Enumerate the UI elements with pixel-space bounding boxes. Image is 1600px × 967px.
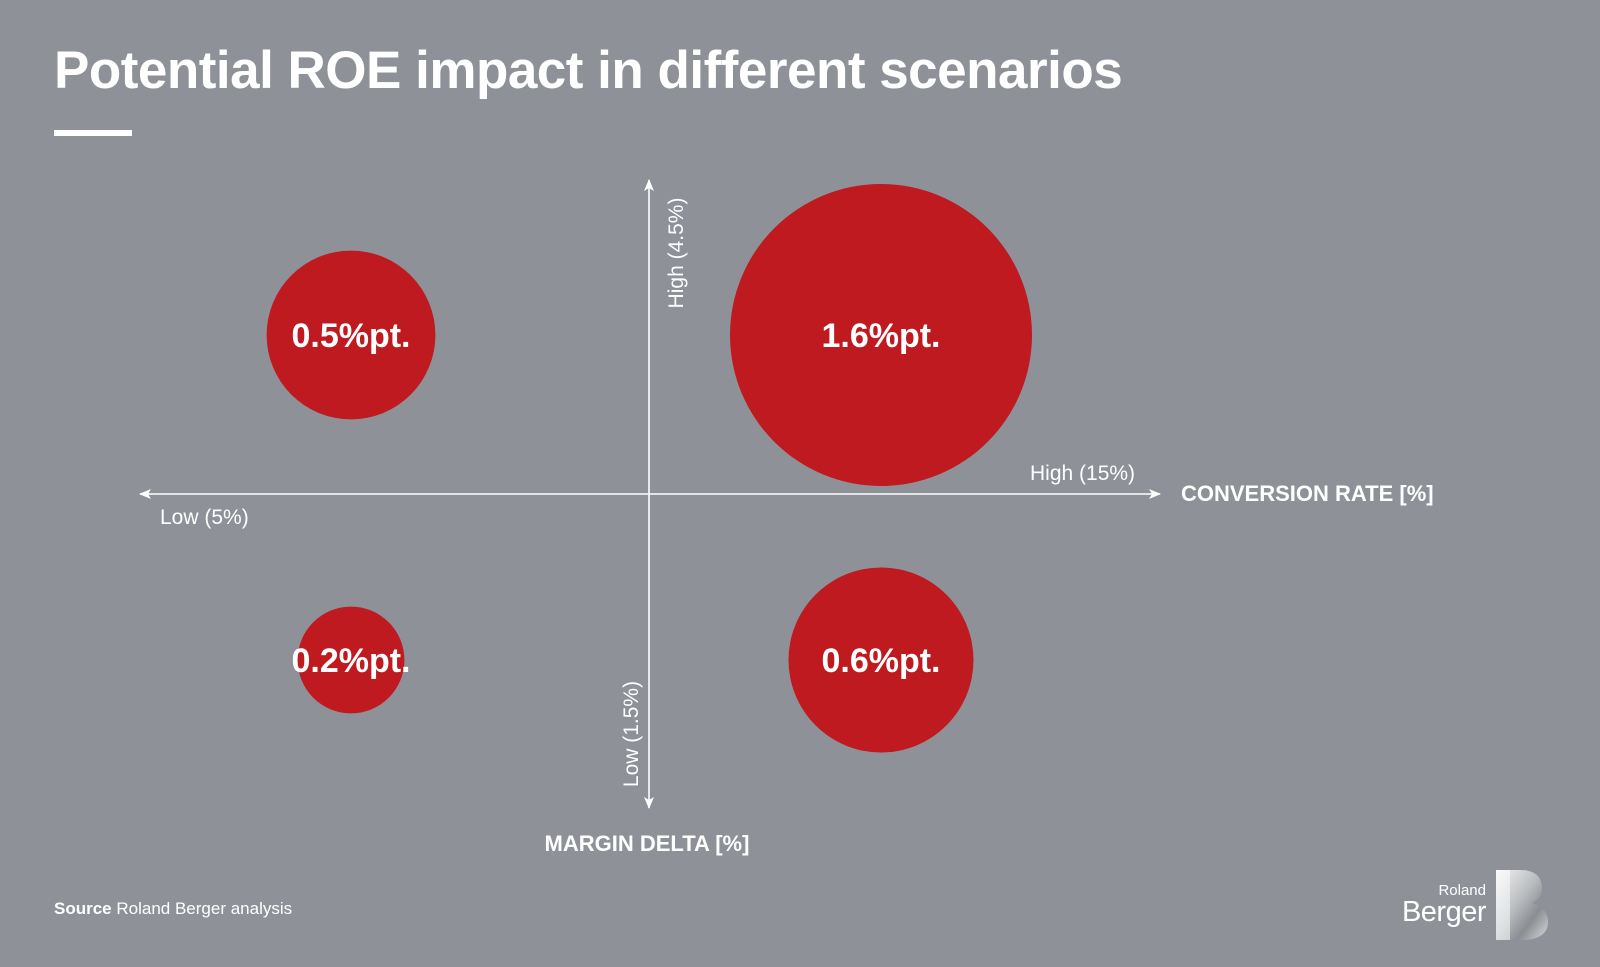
bubble-low-low	[297, 606, 405, 714]
x-axis-title: CONVERSION RATE [%]	[1181, 481, 1434, 506]
source-key: Source	[54, 899, 112, 918]
bubble-high-low	[788, 567, 974, 753]
x-axis-high-label: High (15%)	[1030, 462, 1135, 485]
y-axis-low-label: Low (1.5%)	[620, 681, 643, 787]
x-axis-low-label: Low (5%)	[160, 506, 249, 529]
y-axis-high-label: High (4.5%)	[665, 198, 688, 309]
y-axis-title: MARGIN DELTA [%]	[545, 831, 750, 856]
title-underline	[54, 130, 132, 136]
bubble-label-high-low: 0.6%pt.	[821, 642, 940, 680]
roland-berger-logo: Roland Berger	[1392, 866, 1552, 942]
bubble-label-low-high: 0.5%pt.	[291, 317, 410, 355]
logo-b-icon	[1496, 870, 1548, 940]
bubble-label-low-low: 0.2%pt.	[291, 642, 410, 680]
bubble-label-high-high: 1.6%pt.	[821, 317, 940, 355]
source-note: Source Roland Berger analysis	[54, 899, 292, 919]
logo-big-text: Berger	[1401, 896, 1487, 928]
logo-small-text: Roland	[1438, 882, 1486, 899]
bubbles-layer: 0.5%pt. 1.6%pt. 0.2%pt. 0.6%pt.	[266, 184, 1032, 753]
bubble-low-high	[266, 250, 436, 420]
source-text: Roland Berger analysis	[116, 899, 293, 918]
page-title: Potential ROE impact in different scenar…	[54, 41, 1123, 100]
bubble-high-high	[730, 184, 1032, 486]
